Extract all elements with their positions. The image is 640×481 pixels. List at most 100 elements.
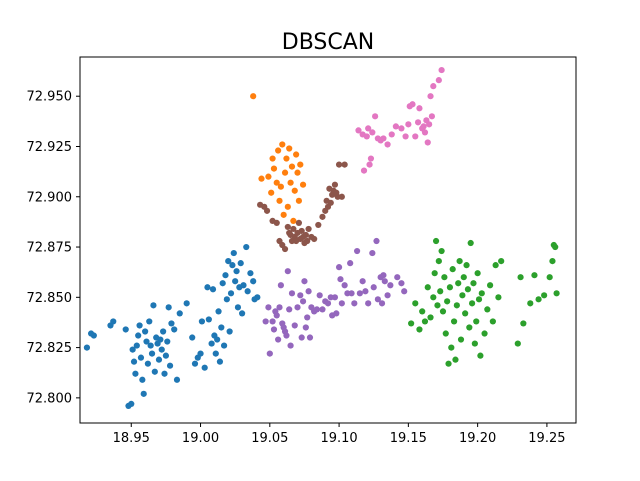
data-point <box>315 221 322 229</box>
data-point <box>333 310 340 317</box>
data-point <box>290 217 297 224</box>
data-point <box>520 320 527 327</box>
data-point <box>299 181 307 188</box>
data-point <box>234 304 242 311</box>
data-point <box>477 352 484 359</box>
y-tick-label: 72.825 <box>27 341 73 356</box>
data-point <box>427 314 434 321</box>
data-point <box>445 360 452 367</box>
data-point <box>297 292 304 299</box>
y-tick-label: 72.900 <box>27 190 73 205</box>
series-2 <box>408 237 560 367</box>
data-point <box>546 274 553 281</box>
data-point <box>446 284 454 291</box>
data-point <box>432 237 440 245</box>
data-point <box>297 161 304 168</box>
data-point <box>412 133 419 140</box>
data-point <box>219 280 226 287</box>
data-point <box>83 344 91 351</box>
data-point <box>209 286 217 293</box>
data-point <box>168 320 175 327</box>
data-point <box>355 127 362 134</box>
data-point <box>380 135 387 142</box>
data-point <box>283 332 290 339</box>
data-point <box>324 300 332 307</box>
data-point <box>370 284 377 291</box>
data-point <box>284 223 291 231</box>
data-point <box>408 320 415 327</box>
data-point <box>313 306 321 313</box>
data-point <box>229 262 236 269</box>
series-0 <box>83 243 261 410</box>
data-point <box>405 121 412 128</box>
data-point <box>468 300 476 307</box>
data-point <box>541 292 548 299</box>
data-point <box>208 340 215 347</box>
data-point <box>291 322 298 329</box>
series-4 <box>262 237 408 357</box>
data-point <box>283 155 290 162</box>
data-point <box>176 310 183 317</box>
data-point <box>387 282 394 289</box>
data-point <box>147 342 154 349</box>
data-point <box>409 101 416 108</box>
data-point <box>359 278 366 285</box>
data-point <box>214 336 221 343</box>
data-point <box>239 310 246 317</box>
data-point <box>144 360 151 367</box>
data-point <box>275 147 282 154</box>
data-point <box>155 356 163 363</box>
data-point <box>372 113 379 120</box>
data-point <box>363 133 370 140</box>
data-point <box>148 350 156 357</box>
data-point <box>435 258 442 265</box>
data-point <box>171 326 178 333</box>
data-point <box>287 179 294 186</box>
data-point <box>416 326 423 333</box>
data-point <box>158 346 165 353</box>
data-point <box>492 262 499 269</box>
data-point <box>295 197 303 204</box>
data-point <box>273 179 280 186</box>
data-point <box>189 334 196 341</box>
data-point <box>220 342 228 349</box>
data-point <box>293 151 300 158</box>
data-point <box>414 119 422 126</box>
data-point <box>304 237 311 245</box>
data-point <box>331 294 339 301</box>
data-point <box>304 314 311 321</box>
data-point <box>495 294 502 301</box>
data-point <box>388 131 395 138</box>
data-point <box>161 370 168 377</box>
data-point <box>380 272 387 279</box>
data-point <box>365 125 372 132</box>
data-point <box>164 338 171 345</box>
data-point <box>441 274 448 281</box>
y-tick-label: 72.875 <box>27 241 73 256</box>
data-point <box>298 227 305 235</box>
data-point <box>160 328 167 335</box>
data-point <box>311 235 318 243</box>
data-point <box>215 308 222 315</box>
data-point <box>166 362 174 369</box>
data-point <box>471 340 478 347</box>
data-point <box>302 231 309 239</box>
data-point <box>327 199 334 206</box>
data-point <box>269 155 276 162</box>
x-tick-label: 19.10 <box>320 431 357 446</box>
data-point <box>281 245 289 253</box>
data-point <box>301 278 308 285</box>
data-point <box>428 113 436 120</box>
data-point <box>280 211 287 218</box>
data-point <box>266 350 273 357</box>
data-point <box>438 66 445 74</box>
data-point <box>474 270 481 277</box>
data-point <box>430 83 437 90</box>
data-point <box>319 306 326 313</box>
data-point <box>366 161 373 168</box>
data-point <box>122 326 129 333</box>
series-1 <box>250 93 307 224</box>
data-point <box>484 306 491 313</box>
x-tick-label: 18.95 <box>113 431 150 446</box>
